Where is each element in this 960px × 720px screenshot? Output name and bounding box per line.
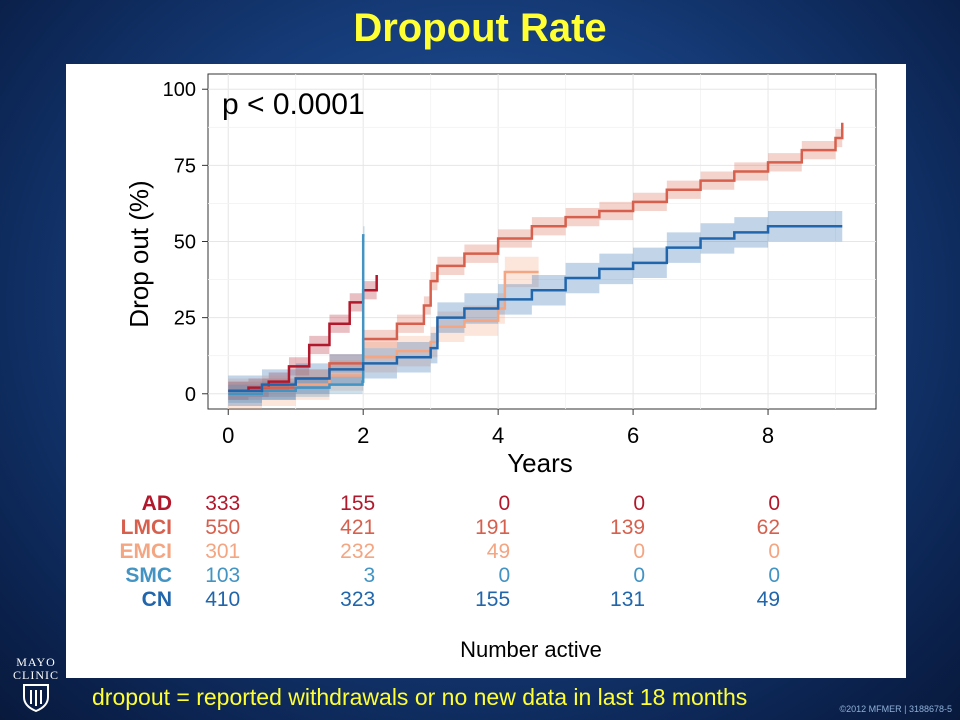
risk-cell: 49 — [757, 588, 780, 611]
axes: 0 25 50 75 100 0 2 4 6 8 — [163, 79, 775, 448]
mayo-clinic-logo: MAYO CLINIC — [10, 656, 62, 720]
series-line-cn — [228, 225, 843, 392]
risk-row-label: SMC — [125, 564, 172, 587]
risk-cell: 0 — [768, 540, 780, 563]
p-value-annotation: p < 0.0001 — [222, 88, 365, 121]
band-lmci — [228, 113, 843, 400]
risk-row-label: CN — [142, 588, 172, 611]
risk-cell: 0 — [498, 564, 510, 587]
risk-cell: 0 — [633, 564, 645, 587]
risk-cell: 0 — [633, 492, 645, 515]
risk-cell: 0 — [768, 492, 780, 515]
risk-cell: 323 — [340, 588, 375, 611]
risk-cell: 550 — [205, 516, 240, 539]
x-tick-label: 0 — [222, 423, 234, 448]
logo-line-2: CLINIC — [13, 668, 59, 682]
x-tick-label: 6 — [627, 423, 639, 448]
band-emci — [228, 256, 539, 409]
logo-line-1: MAYO — [16, 655, 56, 669]
x-axis-label: Years — [507, 448, 573, 478]
y-axis-label: Drop out (%) — [124, 180, 154, 327]
shield-icon — [23, 684, 49, 713]
y-tick-label: 100 — [163, 79, 196, 101]
risk-cell: 155 — [340, 492, 375, 515]
risk-cell: 155 — [475, 588, 510, 611]
band-ad — [228, 265, 377, 400]
risk-cell: 139 — [610, 516, 645, 539]
risk-row-label: AD — [142, 492, 172, 515]
risk-cell: 191 — [475, 516, 510, 539]
x-tick-label: 2 — [357, 423, 369, 448]
slide-title: Dropout Rate — [353, 6, 607, 50]
risk-cell: 410 — [205, 588, 240, 611]
y-tick-label: 50 — [174, 232, 196, 254]
y-tick-label: 25 — [174, 308, 196, 330]
risk-cell: 3 — [364, 564, 376, 587]
risk-cell: 62 — [757, 516, 780, 539]
copyright-text: ©2012 MFMER | 3188678-5 — [839, 704, 952, 714]
footnote: dropout = reported withdrawals or no new… — [92, 684, 748, 710]
risk-cell: 333 — [205, 492, 240, 515]
risk-cell: 0 — [498, 492, 510, 515]
risk-cell: 0 — [768, 564, 780, 587]
risk-row-label: LMCI — [121, 516, 172, 539]
risk-cell: 232 — [340, 540, 375, 563]
y-tick-label: 75 — [174, 155, 196, 177]
risk-cell: 103 — [205, 564, 240, 587]
x-tick-label: 8 — [762, 423, 774, 448]
series-lines — [228, 122, 844, 396]
risk-row-label: EMCI — [120, 540, 173, 563]
chart-panel: 0 25 50 75 100 0 2 4 6 8 p < 0.0001 Drop out (%) … — [66, 64, 906, 678]
risk-table-title: Number active — [460, 637, 602, 662]
y-tick-label: 0 — [185, 384, 196, 406]
risk-cell: 0 — [633, 540, 645, 563]
x-tick-label: 4 — [492, 423, 504, 448]
risk-cell: 49 — [487, 540, 510, 563]
risk-cell: 131 — [610, 588, 645, 611]
risk-cell: 301 — [205, 540, 240, 563]
risk-cell: 421 — [340, 516, 375, 539]
